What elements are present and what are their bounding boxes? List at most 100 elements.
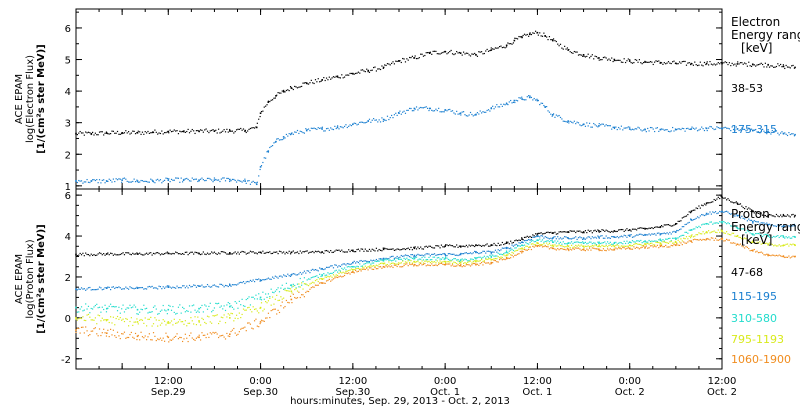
- scatter-dot: [713, 63, 715, 65]
- scatter-dot: [673, 237, 675, 239]
- scatter-dot: [439, 253, 441, 255]
- scatter-dot: [263, 157, 265, 159]
- scatter-dot: [162, 133, 164, 135]
- scatter-dot: [705, 223, 707, 225]
- scatter-dot: [209, 302, 211, 304]
- scatter-dot: [713, 198, 715, 201]
- scatter-dot: [497, 242, 499, 244]
- scatter-dot: [349, 250, 351, 253]
- scatter-dot: [355, 251, 357, 253]
- scatter-dot: [450, 244, 452, 247]
- scatter-dot: [96, 303, 98, 305]
- scatter-dot: [451, 110, 454, 112]
- scatter-dot: [591, 232, 593, 234]
- scatter-dot: [590, 245, 592, 247]
- scatter-dot: [193, 304, 195, 306]
- scatter-dot: [688, 128, 690, 130]
- scatter-dot: [255, 252, 257, 254]
- scatter-dot: [677, 128, 679, 130]
- scatter-dot: [708, 230, 710, 232]
- scatter-dot: [161, 322, 163, 324]
- scatter-dot: [197, 180, 199, 183]
- scatter-dot: [742, 217, 744, 219]
- scatter-dot: [461, 54, 463, 56]
- scatter-dot: [361, 248, 364, 250]
- data-point: [613, 126, 616, 129]
- proton-y-tick-label: 4: [65, 232, 71, 243]
- scatter-dot: [421, 260, 423, 262]
- scatter-dot: [443, 111, 445, 113]
- scatter-dot: [647, 61, 649, 63]
- scatter-dot: [163, 340, 166, 342]
- scatter-dot: [345, 74, 347, 76]
- scatter-dot: [755, 251, 757, 253]
- scatter-dot: [97, 314, 99, 316]
- scatter-dot: [775, 254, 778, 256]
- scatter-dot: [288, 250, 290, 252]
- scatter-dot: [737, 234, 739, 237]
- scatter-dot: [498, 257, 501, 259]
- scatter-dot: [552, 241, 555, 243]
- scatter-dot: [183, 307, 185, 310]
- scatter-dot: [334, 277, 336, 279]
- scatter-dot: [663, 232, 665, 234]
- scatter-dot: [498, 46, 501, 48]
- scatter-dot: [136, 179, 138, 181]
- scatter-dot: [606, 59, 609, 61]
- scatter-dot: [273, 308, 275, 310]
- scatter-dot: [602, 237, 605, 239]
- scatter-dot: [775, 245, 778, 247]
- scatter-dot: [500, 103, 502, 105]
- scatter-dot: [631, 228, 634, 230]
- scatter-dot: [361, 268, 364, 270]
- scatter-dot: [586, 245, 588, 248]
- scatter-dot: [762, 242, 764, 245]
- data-point: [229, 130, 231, 132]
- scatter-dot: [155, 319, 157, 321]
- scatter-dot: [353, 73, 355, 75]
- scatter-dot: [744, 62, 746, 64]
- scatter-dot: [674, 128, 676, 130]
- data-point: [413, 257, 416, 260]
- data-point: [352, 249, 354, 252]
- scatter-dot: [349, 72, 351, 75]
- scatter-dot: [222, 308, 224, 310]
- scatter-dot: [569, 242, 571, 244]
- scatter-dot: [763, 222, 765, 224]
- scatter-dot: [374, 260, 376, 262]
- scatter-dot: [107, 286, 109, 288]
- scatter-dot: [277, 287, 279, 289]
- scatter-dot: [670, 244, 672, 247]
- scatter-dot: [234, 251, 236, 253]
- scatter-dot: [655, 226, 657, 228]
- scatter-dot: [129, 333, 131, 336]
- scatter-dot: [278, 250, 281, 252]
- data-point: [413, 57, 416, 59]
- scatter-dot: [227, 335, 229, 337]
- scatter-dot: [404, 61, 407, 63]
- scatter-dot: [107, 252, 109, 254]
- scatter-dot: [78, 327, 80, 330]
- scatter-dot: [334, 250, 336, 252]
- data-point: [582, 248, 585, 251]
- scatter-dot: [301, 273, 303, 275]
- scatter-dot: [289, 275, 292, 277]
- scatter-dot: [785, 64, 787, 67]
- scatter-dot: [735, 244, 737, 246]
- scatter-dot: [468, 264, 470, 266]
- scatter-dot: [546, 242, 548, 244]
- scatter-dot: [759, 223, 761, 225]
- scatter-dot: [190, 311, 192, 313]
- scatter-dot: [432, 261, 434, 263]
- scatter-dot: [463, 51, 465, 53]
- data-point: [275, 95, 277, 97]
- scatter-dot: [373, 249, 375, 251]
- scatter-dot: [594, 124, 596, 126]
- data-point: [475, 257, 477, 260]
- scatter-dot: [622, 129, 624, 131]
- scatter-dot: [122, 304, 124, 306]
- scatter-dot: [373, 118, 375, 120]
- scatter-dot: [193, 338, 195, 341]
- scatter-dot: [393, 262, 395, 265]
- scatter-dot: [323, 252, 325, 254]
